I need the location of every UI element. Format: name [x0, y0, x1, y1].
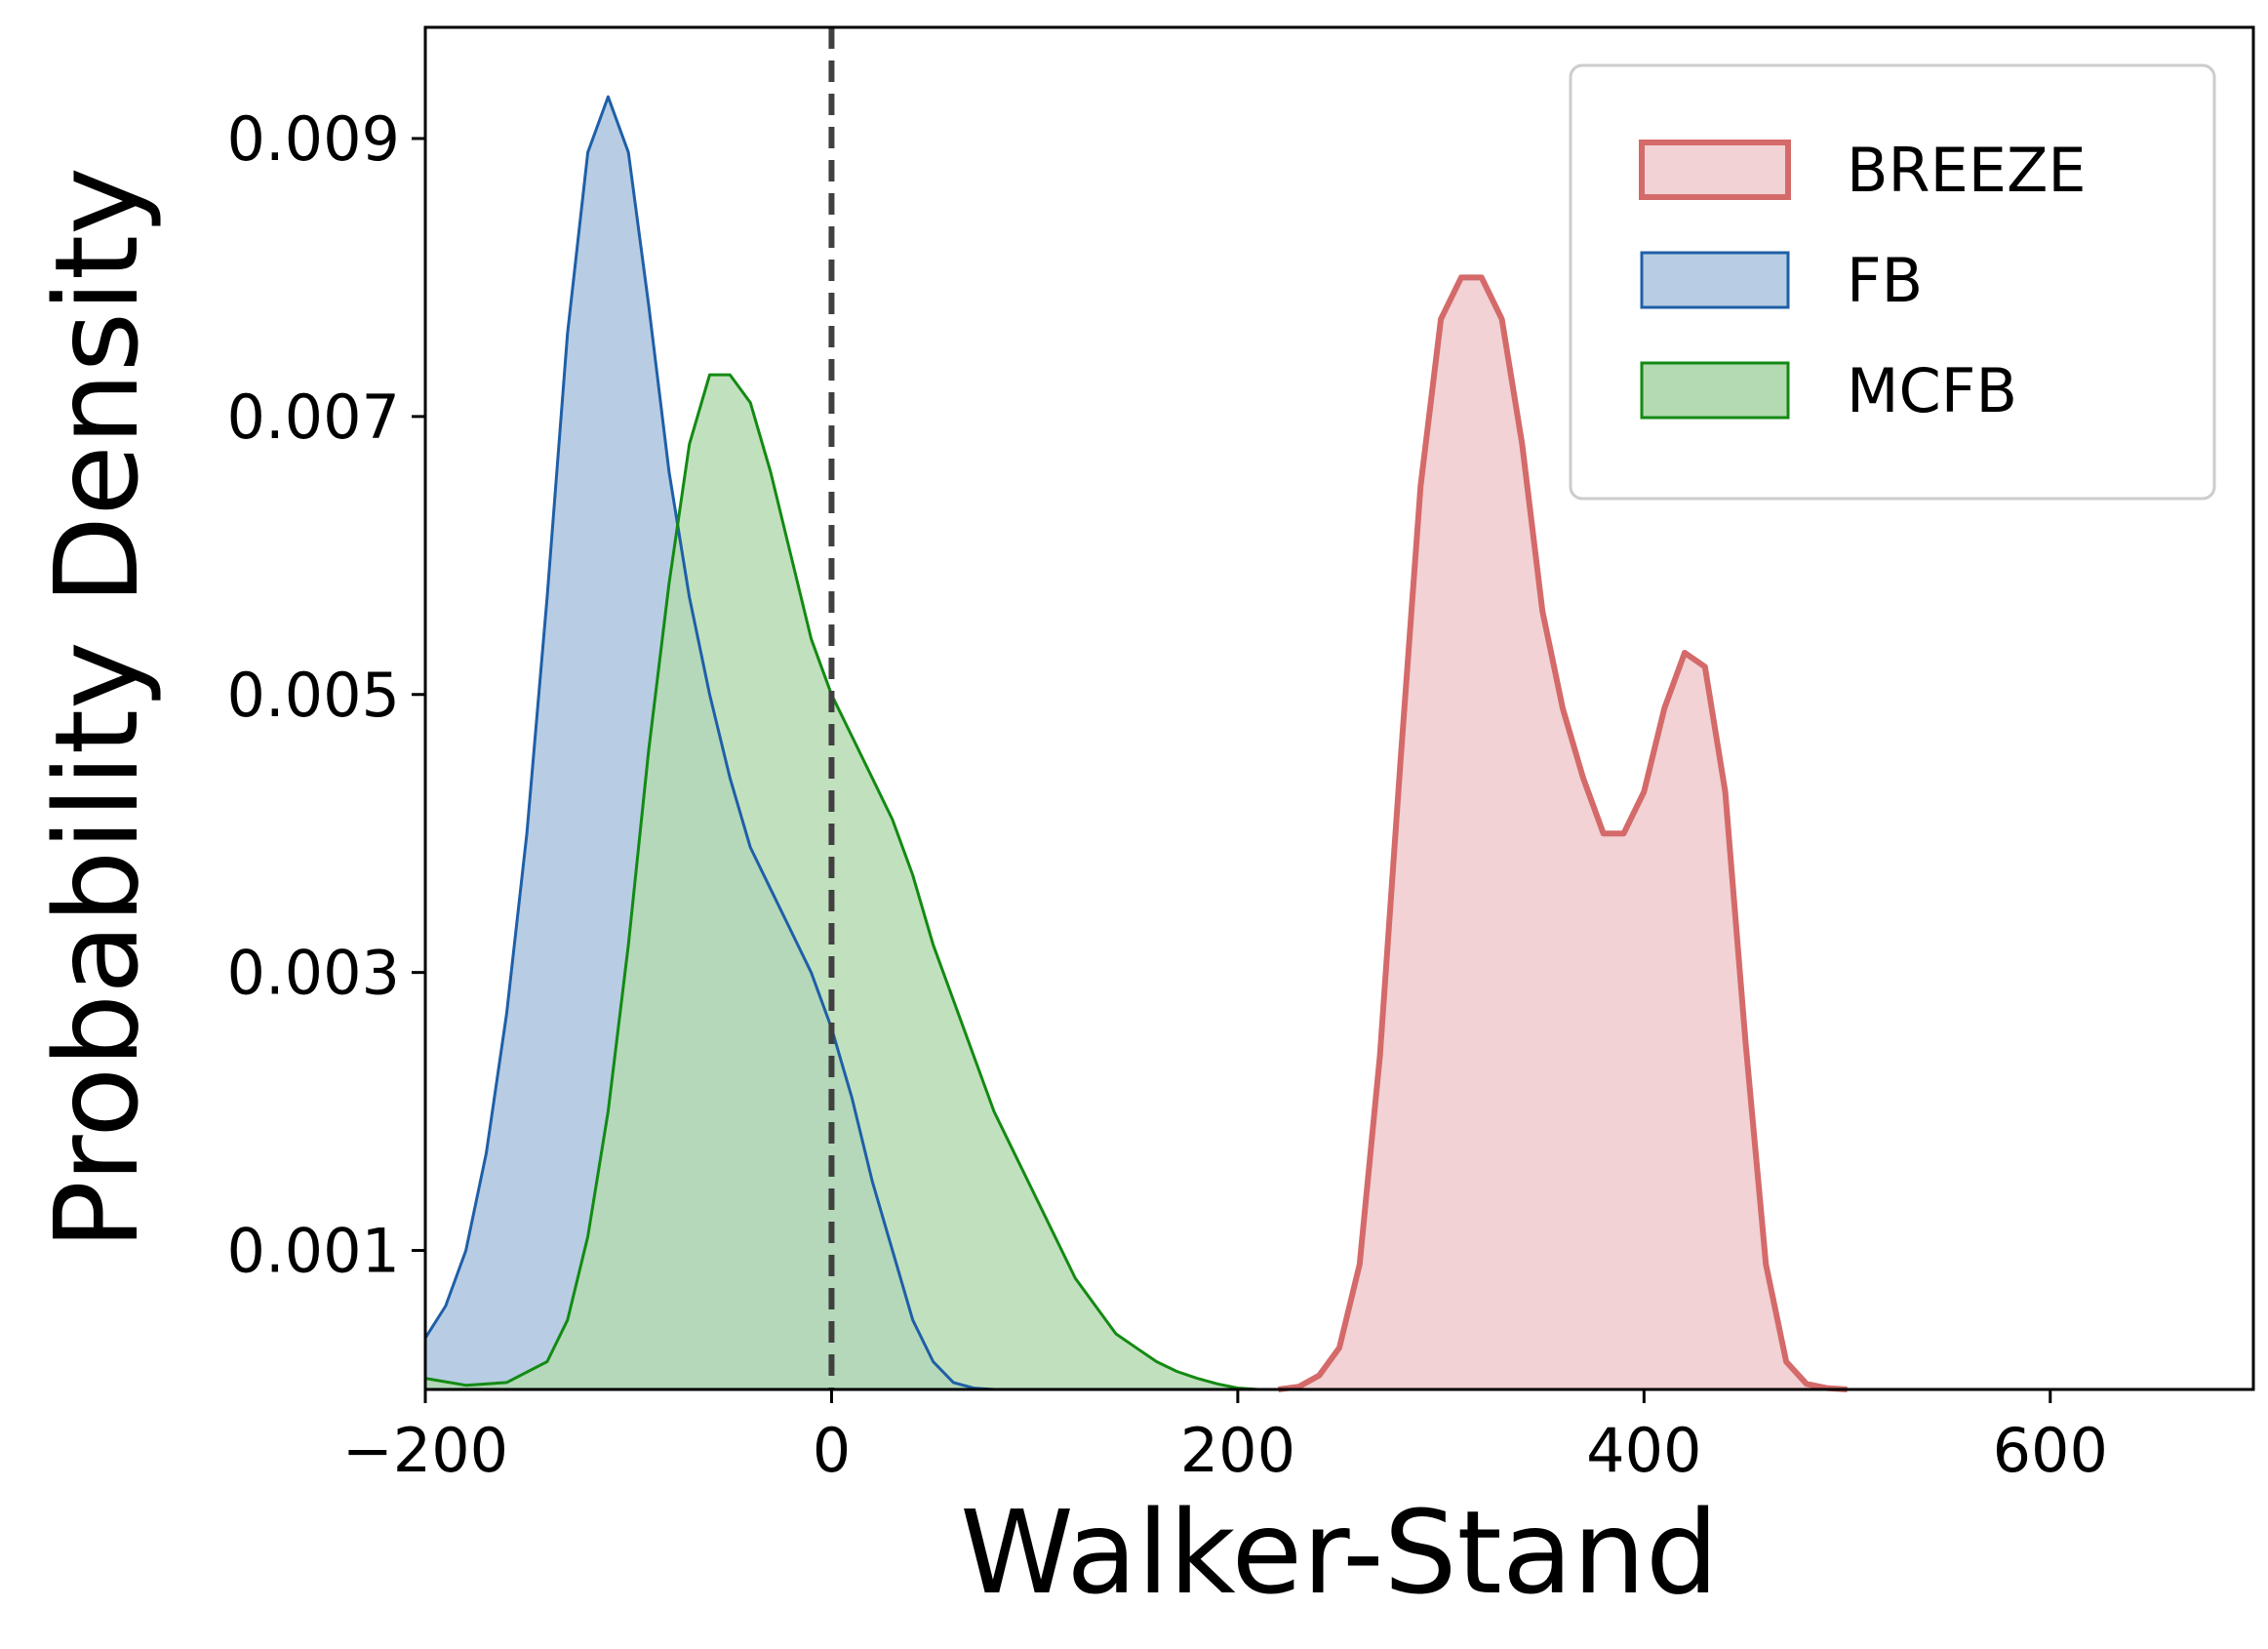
- legend-swatch-mcfb: [1640, 361, 1790, 420]
- x-axis: −200 0 200 400 600: [342, 1389, 2108, 1486]
- legend-label-mcfb: MCFB: [1847, 355, 2017, 426]
- x-tick-label: 200: [1180, 1415, 1295, 1486]
- series-fill-mcfb: [425, 375, 1258, 1390]
- y-axis-label: Probability Density: [29, 167, 164, 1250]
- x-tick-label: 400: [1586, 1415, 1701, 1486]
- series-line-fb: [423, 95, 995, 1391]
- x-axis-label: Walker-Stand: [960, 1485, 1719, 1620]
- legend-swatch-fb: [1640, 251, 1790, 309]
- series-line-breeze: [1278, 274, 1848, 1392]
- y-tick-label: 0.005: [227, 660, 401, 731]
- legend: BREEZE FB MCFB: [1569, 63, 2216, 501]
- x-tick-label: −200: [342, 1415, 508, 1486]
- series-fill-breeze: [1278, 277, 1848, 1389]
- plot-area: [423, 27, 1848, 1392]
- y-tick-label: 0.003: [227, 938, 401, 1009]
- y-tick-label: 0.001: [227, 1216, 401, 1287]
- y-tick-label: 0.009: [227, 103, 401, 175]
- legend-label-breeze: BREEZE: [1847, 135, 2087, 206]
- legend-swatch-breeze: [1639, 140, 1791, 200]
- legend-label-fb: FB: [1847, 245, 1923, 316]
- series-line-mcfb: [424, 373, 1258, 1391]
- legend-items: BREEZE FB MCFB: [1639, 135, 2087, 426]
- y-axis: 0.001 0.003 0.005 0.007 0.009: [227, 103, 425, 1287]
- x-tick-label: 600: [1993, 1415, 2108, 1486]
- x-tick-label: 0: [813, 1415, 851, 1486]
- plot-frame: [423, 25, 2255, 1391]
- y-tick-label: 0.007: [227, 382, 401, 453]
